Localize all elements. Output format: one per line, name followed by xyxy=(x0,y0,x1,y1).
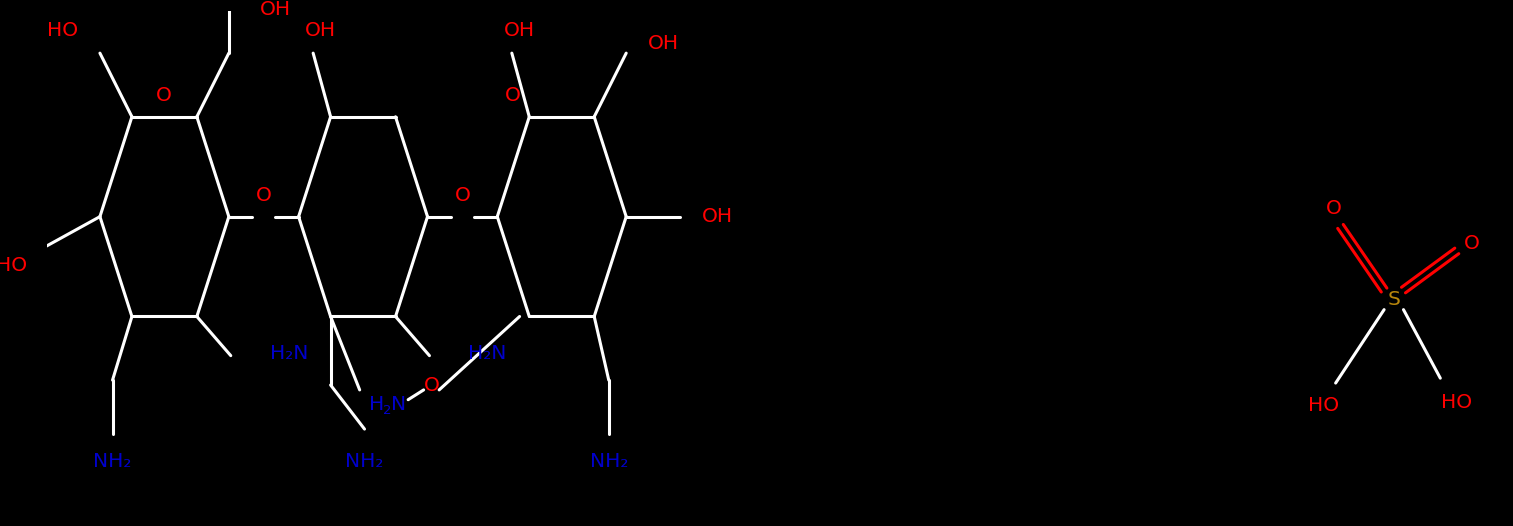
Text: H₂N: H₂N xyxy=(468,344,507,363)
Text: 2: 2 xyxy=(383,404,390,417)
Text: NH₂: NH₂ xyxy=(94,452,132,471)
Text: O: O xyxy=(505,86,520,105)
Text: NH₂: NH₂ xyxy=(345,452,384,471)
Text: O: O xyxy=(1325,199,1342,218)
Text: O: O xyxy=(424,376,439,394)
Text: S: S xyxy=(1387,290,1400,309)
Text: O: O xyxy=(256,186,272,205)
Text: HO: HO xyxy=(1309,396,1339,415)
Text: OH: OH xyxy=(702,207,732,226)
Text: H: H xyxy=(369,395,384,414)
Text: HO: HO xyxy=(1442,393,1472,412)
Text: OH: OH xyxy=(648,34,679,53)
Text: O: O xyxy=(1463,234,1480,252)
Text: N: N xyxy=(390,395,405,414)
Text: O: O xyxy=(454,186,471,205)
Text: OH: OH xyxy=(260,0,290,18)
Text: NH₂: NH₂ xyxy=(590,452,628,471)
Text: OH: OH xyxy=(306,21,336,40)
Text: H₂N: H₂N xyxy=(269,344,309,363)
Text: OH: OH xyxy=(504,21,536,40)
Text: O: O xyxy=(156,86,172,105)
Text: HO: HO xyxy=(47,21,79,40)
Text: HO: HO xyxy=(0,256,27,275)
